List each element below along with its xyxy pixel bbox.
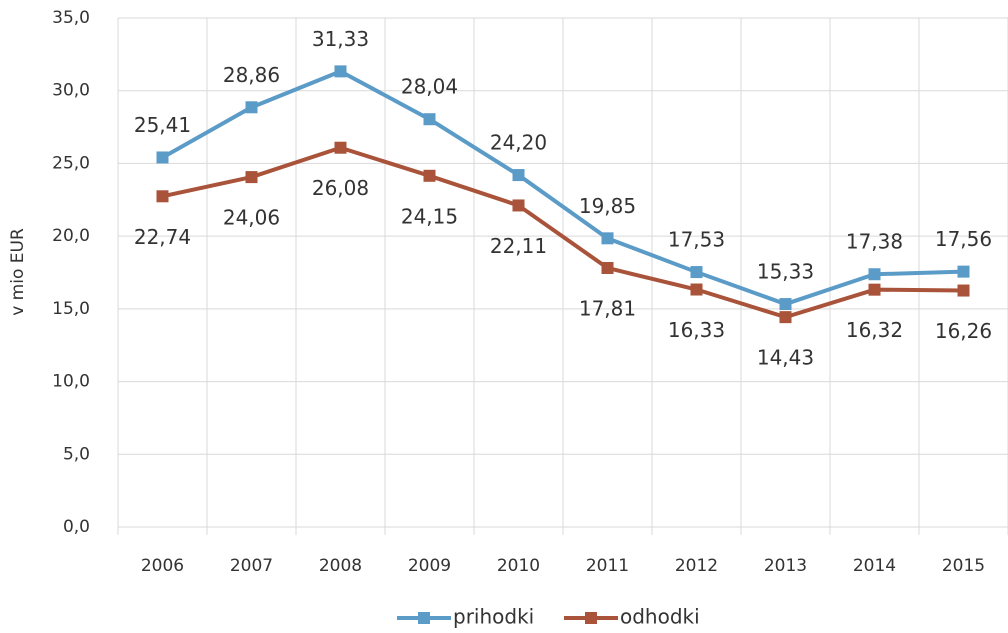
data-label: 17,53 (668, 228, 725, 252)
data-label: 16,32 (846, 318, 903, 342)
data-label: 14,43 (757, 346, 814, 370)
data-label: 26,08 (312, 176, 369, 200)
y-tick-label: 15,0 (52, 299, 90, 319)
data-point (245, 171, 258, 184)
x-tick-label: 2015 (942, 556, 985, 576)
data-label: 17,81 (579, 296, 636, 320)
data-label: 28,86 (223, 63, 280, 87)
x-tick-label: 2013 (764, 556, 807, 576)
x-tick-label: 2012 (675, 556, 718, 576)
data-point (690, 283, 703, 296)
data-label: 16,26 (935, 319, 992, 343)
data-label: 22,74 (134, 225, 191, 249)
data-label: 16,33 (668, 318, 725, 342)
x-tick-label: 2006 (141, 556, 184, 576)
y-tick-label: 20,0 (52, 226, 90, 246)
data-point (601, 261, 614, 274)
y-axis-label: v mio EUR (8, 228, 28, 316)
legend-marker (585, 612, 597, 624)
data-point (334, 141, 347, 154)
data-label: 31,33 (312, 27, 369, 51)
data-point (690, 266, 703, 279)
data-point (423, 113, 436, 126)
data-point (334, 65, 347, 78)
data-point (423, 169, 436, 182)
y-tick-label: 25,0 (52, 153, 90, 173)
data-label: 24,06 (223, 206, 280, 230)
data-point (957, 265, 970, 278)
data-point (245, 101, 258, 114)
data-point (868, 283, 881, 296)
data-label: 25,41 (134, 113, 191, 137)
data-point (512, 169, 525, 182)
data-point (601, 232, 614, 245)
data-label: 17,38 (846, 230, 903, 254)
series-line (162, 145, 964, 320)
data-label: 24,15 (401, 204, 458, 228)
data-label: 24,20 (490, 131, 547, 155)
x-tick-label: 2008 (319, 556, 362, 576)
series-line (161, 69, 964, 307)
data-label: 17,56 (935, 227, 992, 251)
data-label: 28,04 (401, 75, 458, 99)
data-label: 19,85 (579, 194, 636, 218)
x-tick-label: 2010 (497, 556, 540, 576)
y-tick-label: 35,0 (52, 8, 90, 28)
x-tick-label: 2009 (408, 556, 451, 576)
y-tick-label: 5,0 (63, 444, 90, 464)
x-tick-label: 2007 (230, 556, 273, 576)
data-point (779, 311, 792, 324)
legend-label: odhodki (620, 605, 700, 629)
y-tick-label: 0,0 (63, 517, 90, 537)
data-point (957, 284, 970, 297)
y-tick-label: 10,0 (52, 372, 90, 392)
data-point (156, 151, 169, 164)
data-point (512, 199, 525, 212)
x-tick-label: 2014 (853, 556, 896, 576)
data-point (779, 298, 792, 311)
legend-label: prihodki (453, 605, 534, 629)
data-label: 22,11 (490, 234, 547, 258)
data-label: 15,33 (757, 260, 814, 284)
data-point (156, 190, 169, 203)
data-point (868, 268, 881, 281)
legend-marker (418, 612, 430, 624)
y-tick-label: 30,0 (52, 81, 90, 101)
x-tick-label: 2011 (586, 556, 629, 576)
